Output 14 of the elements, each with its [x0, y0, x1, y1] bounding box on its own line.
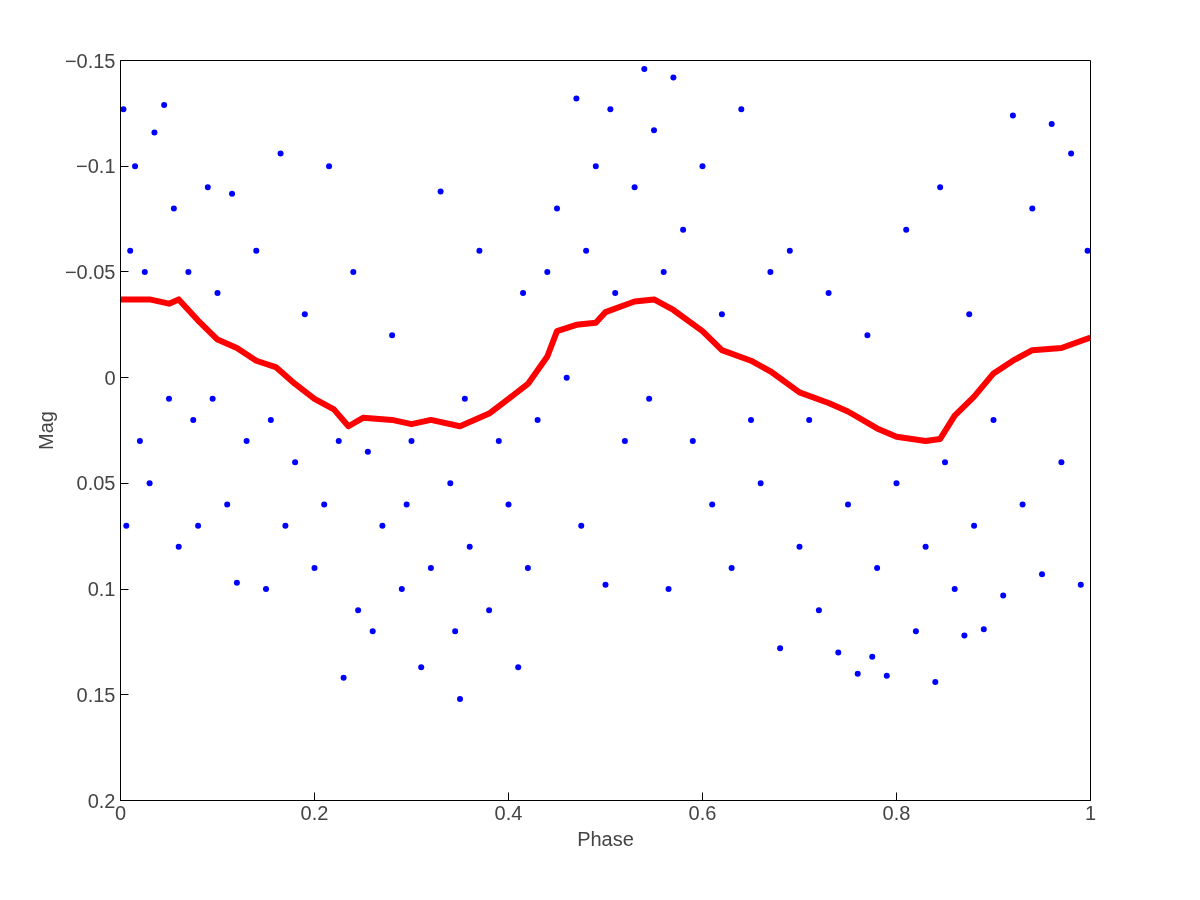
- x-tick-label: 0.6: [688, 801, 717, 824]
- y-axis-title: Mag: [34, 411, 57, 450]
- y-tick-label: 0.15: [76, 683, 116, 706]
- y-tick-label: −0.15: [64, 49, 116, 72]
- x-tick-label: 0.2: [300, 801, 329, 824]
- x-tick-label: 1: [1084, 801, 1097, 824]
- y-tick-label: 0.1: [87, 578, 116, 601]
- y-tick-label: 0: [104, 366, 116, 389]
- x-tick-label: 0.4: [494, 801, 523, 824]
- y-tick-label: −0.1: [76, 155, 116, 178]
- y-tick-label: −0.05: [64, 260, 116, 283]
- y-tick-label: 0.05: [76, 472, 116, 495]
- x-tick-label: 0.8: [882, 801, 911, 824]
- x-axis-title: Phase: [577, 827, 634, 850]
